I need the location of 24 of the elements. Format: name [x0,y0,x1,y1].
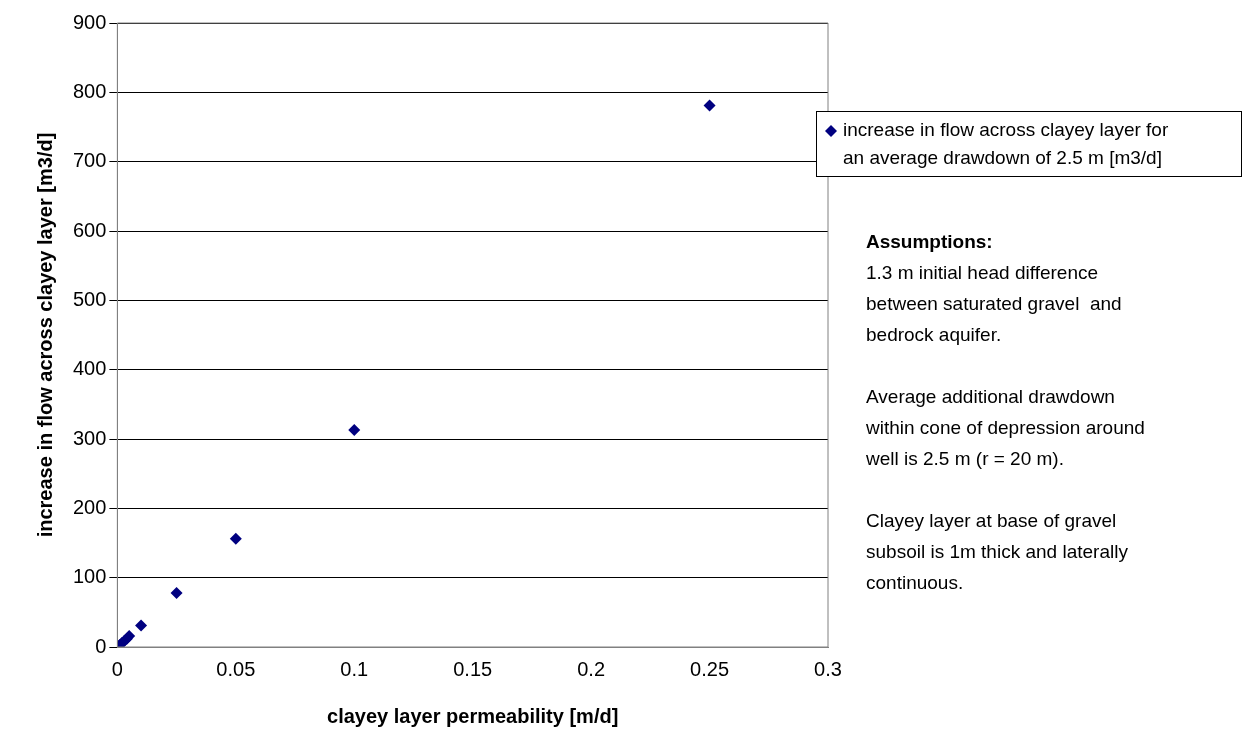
y-tick-label: 400 [72,357,107,380]
x-axis-title: clayey layer permeability [m/d] [327,704,619,727]
y-tick-label: 900 [72,10,107,33]
y-tick-label: 700 [72,149,107,172]
y-axis-title: increase in flow across clayey layer [m3/d] [33,132,56,538]
text: Assumptions: [866,230,994,254]
x-tick-label: 0 [111,657,123,680]
text: Clayey layer at base of gravel subsoil is 1m thick and laterally continuous. [866,509,1129,595]
x-tick-label: 0.1 [340,657,369,680]
y-tick-label: 500 [72,287,107,310]
y-tick-label: 300 [72,426,107,449]
x-tick-label: 0.25 [690,657,730,680]
x-tick-label: 0.15 [453,657,493,680]
y-tick-label: 600 [72,218,107,241]
x-tick-label: 0.05 [216,657,256,680]
y-tick-label: 200 [72,495,107,518]
legend-label: increase in flow across clayey layer for an average drawdown of 2.5 m [m3/d] [843,118,1170,170]
x-tick-label: 0.3 [814,657,842,680]
text: 1.3 m initial head difference between saturated gravel and bedrock aquifer. [866,261,1123,347]
x-tick-label: 0.2 [577,657,606,680]
text: Average additional drawdown within cone of depression around well is 2.5 m (r = 20 m). [866,385,1146,471]
y-tick-label: 800 [72,79,107,102]
y-tick-label: 100 [72,565,107,588]
y-tick-label: 0 [95,634,107,657]
